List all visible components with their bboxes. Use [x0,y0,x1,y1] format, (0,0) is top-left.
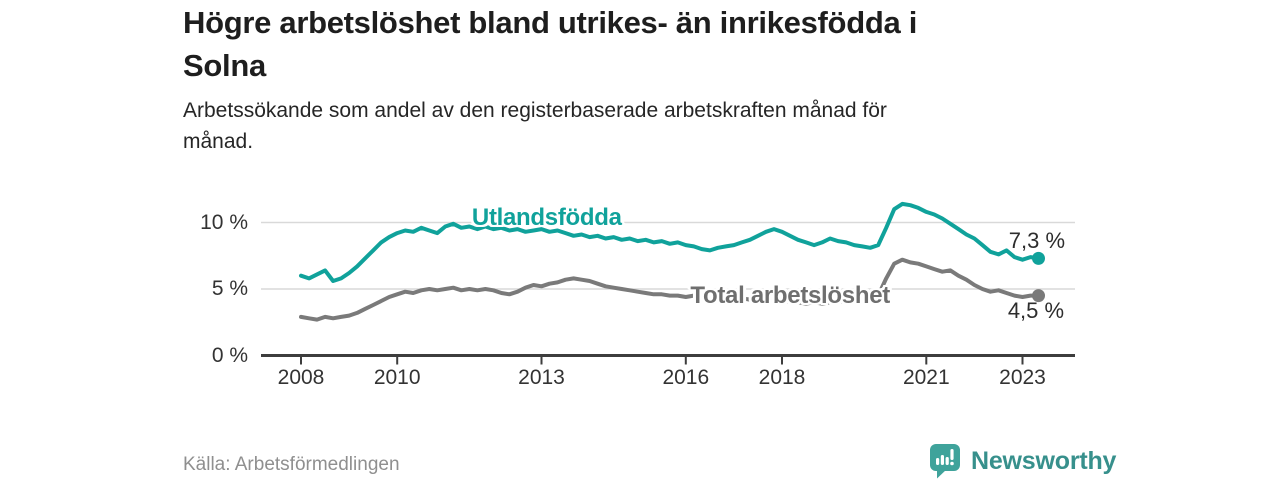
series-line-utlandsf-dda [299,201,1041,283]
series-end-dot-total-arbetsl-shet [1032,289,1045,303]
x-tick-label-2013: 2013 [518,366,565,389]
x-tick-label-2023: 2023 [999,366,1046,389]
series-line-total-arbetsl-shet [299,257,1041,322]
series-end-dot-utlandsf-dda [1032,251,1045,265]
end-value-label-utlandsf-dda: 7,3 % [1008,227,1066,253]
newsworthy-logo[interactable]: Newsworthy [929,443,1116,479]
page-title-line-1: Högre arbetslöshet bland utrikes- än inr… [183,5,918,40]
newsworthy-logo-text: Newsworthy [971,446,1117,475]
x-tick-label-2010: 2010 [373,366,421,389]
chart-subtitle-line-1: Arbetssökande som andel av den registerb… [183,99,887,122]
series-label-total-arbetsl-shet: Total arbetslöshet [690,282,890,310]
y-tick-label-0: 0 % [211,343,248,367]
x-tick-label-2018: 2018 [758,366,806,389]
chart-subtitle-line-2: månad. [183,130,254,153]
x-tick-label-2008: 2008 [277,366,325,389]
page-title-line-2: Solna [183,48,266,83]
end-value-label-total-arbetsl-shet: 4,5 % [1007,297,1065,323]
y-tick-label-10: 10 % [200,210,248,234]
source-attribution: Källa: Arbetsförmedlingen [183,454,400,475]
y-tick-label-5: 5 % [211,277,248,300]
x-tick-label-2021: 2021 [902,366,950,389]
newsworthy-bars-icon [930,444,960,479]
x-tick-label-2016: 2016 [662,366,710,389]
series-label-utlandsf-dda: Utlandsfödda [471,203,622,231]
